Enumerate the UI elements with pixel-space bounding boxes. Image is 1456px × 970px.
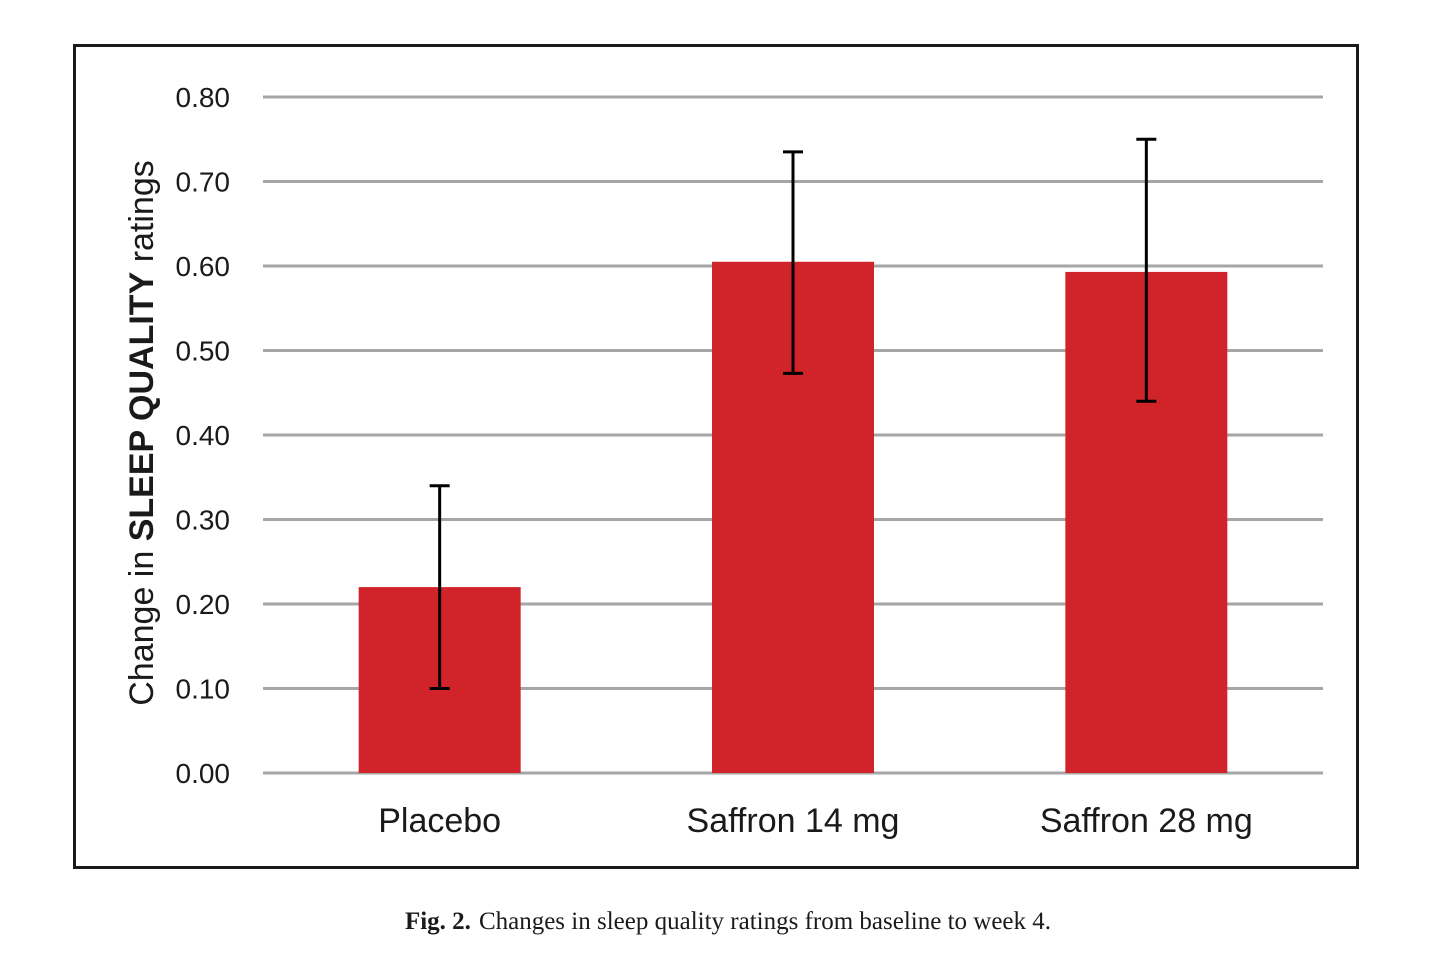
y-tick-label: 0.80 (176, 82, 231, 113)
caption-text: Changes in sleep quality ratings from ba… (478, 908, 1052, 935)
error-bar (1136, 137, 1157, 403)
figure-caption: Fig. 2. Changes in sleep quality ratings … (0, 908, 1456, 936)
x-category-label: Saffron 28 mg (1040, 802, 1253, 840)
y-axis-label-suffix: ratings (123, 160, 161, 272)
y-tick-label: 0.00 (176, 758, 231, 789)
y-axis-label-emphasis: SLEEP QUALITY (123, 271, 161, 541)
y-tick-label: 0.10 (176, 674, 231, 705)
y-tick-label: 0.30 (176, 505, 231, 536)
x-category-labels: Placebo Saffron 14 mg Saffron 28 mg (378, 802, 1253, 840)
y-tick-label: 0.50 (176, 336, 231, 367)
error-bar (783, 150, 803, 375)
y-tick-label: 0.60 (176, 251, 231, 282)
caption-label: Fig. 2. (404, 908, 471, 935)
y-tick-label: 0.40 (176, 420, 231, 451)
y-axis-label: Change in SLEEP QUALITY ratings (123, 160, 161, 706)
error-bar (429, 484, 450, 690)
y-tick-label: 0.70 (176, 167, 231, 198)
y-axis-label-prefix: Change in (123, 541, 161, 705)
y-tick-labels: 0.00 0.10 0.20 0.30 0.40 0.50 0.60 0.70 0.80 (176, 82, 231, 789)
x-category-label: Saffron 14 mg (687, 802, 900, 840)
y-tick-label: 0.20 (176, 589, 231, 620)
x-category-label: Placebo (378, 802, 501, 840)
error-bars (429, 137, 1157, 690)
